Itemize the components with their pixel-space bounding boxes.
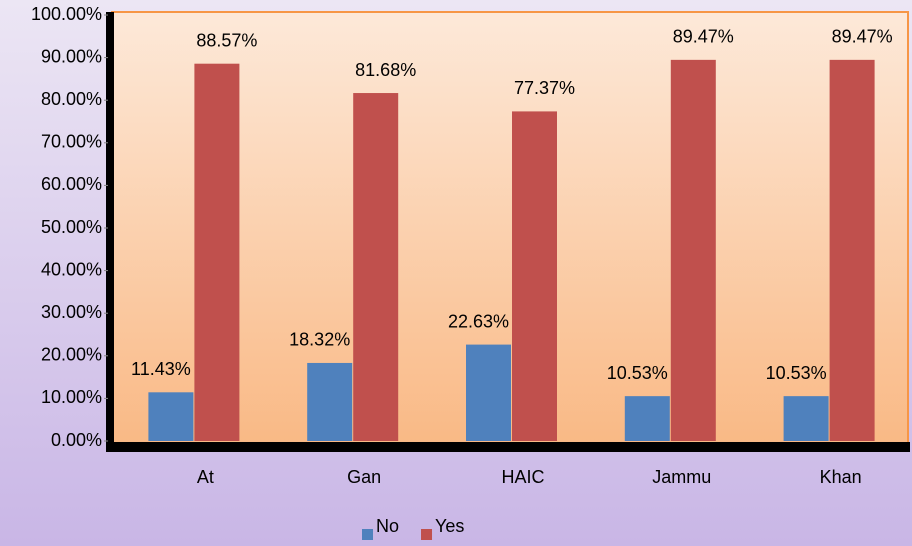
bar: [829, 59, 875, 442]
data-label: 10.53%: [766, 363, 827, 383]
bar: [670, 59, 716, 442]
data-label: 22.63%: [448, 311, 509, 331]
y-tick-label: 70.00%: [41, 132, 102, 152]
data-label: 77.37%: [514, 78, 575, 98]
data-label: 88.57%: [196, 30, 257, 50]
legend-swatch: [362, 529, 373, 540]
bar: [307, 362, 353, 441]
bar: [148, 392, 194, 441]
bar: [466, 344, 511, 441]
floor: [106, 442, 910, 452]
y-tick-label: 60.00%: [41, 174, 102, 194]
legend-label: No: [376, 516, 399, 536]
data-label: 81.68%: [355, 60, 416, 80]
data-label: 18.32%: [289, 330, 350, 350]
bar: [353, 93, 399, 441]
y-tick-label: 80.00%: [41, 89, 102, 109]
y-tick-label: 20.00%: [41, 345, 102, 365]
x-tick-label: At: [197, 467, 214, 487]
bar: [194, 63, 240, 441]
bar: [783, 396, 829, 441]
y-tick-label: 10.00%: [41, 387, 102, 407]
legend-swatch: [421, 529, 433, 540]
bar: [512, 111, 557, 441]
x-tick-label: HAIC: [501, 467, 544, 487]
x-tick-label: Gan: [347, 467, 381, 487]
y-tick-label: 90.00%: [41, 46, 102, 66]
y-tick-label: 50.00%: [41, 217, 102, 237]
y-axis-wall: [106, 12, 114, 452]
legend-label: Yes: [435, 516, 464, 536]
y-tick-label: 30.00%: [41, 302, 102, 322]
y-tick-label: 100.00%: [31, 4, 102, 24]
data-label: 10.53%: [607, 363, 668, 383]
x-tick-label: Khan: [820, 467, 862, 487]
y-tick-label: 40.00%: [41, 259, 102, 279]
bar: [624, 396, 670, 441]
data-label: 89.47%: [832, 27, 893, 47]
data-label: 11.43%: [131, 359, 191, 379]
x-tick-label: Jammu: [652, 467, 711, 487]
data-label: 89.47%: [673, 27, 734, 47]
y-tick-label: 0.00%: [51, 430, 102, 450]
